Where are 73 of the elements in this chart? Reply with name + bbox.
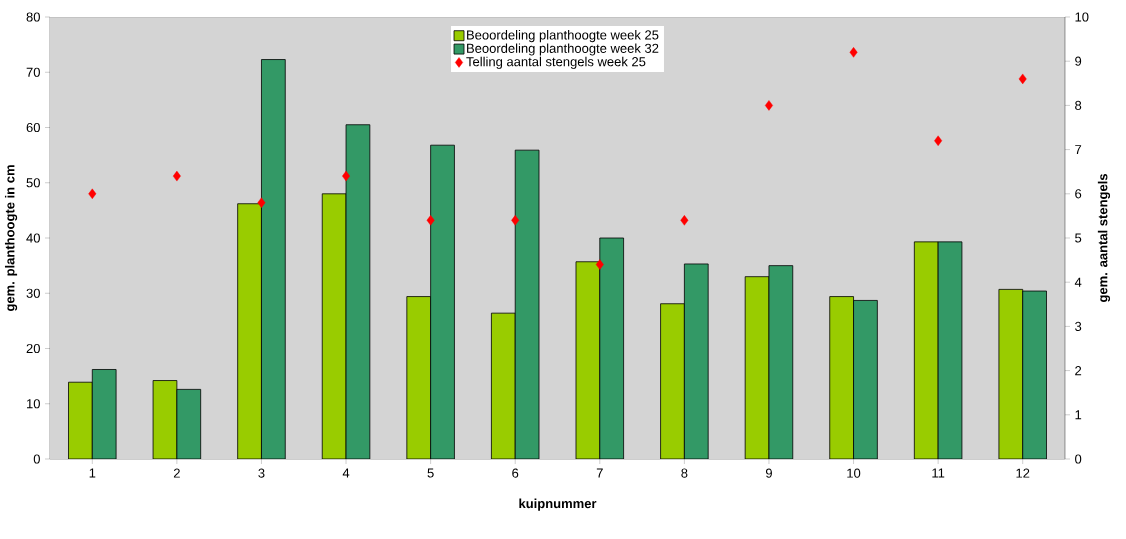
y2-tick-label: 0 — [1075, 454, 1082, 464]
point — [511, 215, 520, 226]
y-tick-label: 10 — [26, 399, 40, 409]
bar — [345, 124, 371, 459]
bar — [599, 237, 624, 459]
point — [595, 259, 604, 270]
bar — [491, 312, 516, 459]
x-tick-label: 5 — [427, 468, 434, 478]
legend-label: Beoordeling planthoogte week 32 — [467, 43, 659, 56]
bar — [68, 381, 93, 459]
x-tick-label: 7 — [596, 468, 603, 478]
y-tick-label: 80 — [26, 12, 40, 22]
y2-axis-title: gem. aantal stengels — [1097, 173, 1111, 303]
y-tick-label: 20 — [26, 343, 40, 354]
bar — [321, 193, 347, 459]
y-tick-label: 60 — [26, 122, 40, 133]
bar — [913, 241, 939, 459]
x-tick-label: 8 — [681, 468, 688, 478]
bar — [261, 59, 286, 459]
bar — [406, 296, 432, 459]
x-tick-label: 4 — [342, 468, 350, 478]
point — [426, 215, 435, 226]
legend-label: Beoordeling planthoogte week 25 — [467, 30, 659, 43]
bar — [660, 303, 685, 459]
x-axis-title: kuipnummer — [519, 498, 597, 511]
y2-tick-label: 1 — [1075, 410, 1082, 420]
y2-tick-label: 4 — [1074, 277, 1082, 287]
bar — [430, 144, 455, 459]
x-tick-label: 9 — [765, 468, 772, 478]
point — [1018, 73, 1027, 85]
x-tick-label: 12 — [1016, 468, 1030, 478]
bar — [937, 241, 963, 459]
y2-tick-label: 2 — [1075, 366, 1082, 376]
bar — [829, 296, 854, 459]
bar — [768, 265, 794, 459]
y2-tick-label: 8 — [1075, 100, 1082, 110]
x-tick-label: 3 — [258, 468, 265, 478]
y-tick-label: 0 — [33, 454, 40, 464]
point — [172, 170, 181, 182]
y2-tick-label: 6 — [1075, 189, 1082, 199]
bar — [998, 288, 1024, 459]
y-tick-label: 30 — [26, 288, 40, 298]
point — [765, 100, 773, 111]
y2-tick-label: 3 — [1075, 321, 1082, 331]
bar — [1022, 290, 1047, 459]
bar — [744, 276, 770, 459]
y-tick-label: 40 — [26, 233, 40, 243]
y-axis-title: gem. planthoogte in cm — [4, 165, 18, 312]
y2-tick-label: 9 — [1075, 56, 1082, 66]
bar — [575, 261, 601, 459]
bar — [853, 300, 878, 459]
point — [680, 215, 689, 226]
y-tick-label: 50 — [26, 178, 40, 188]
point — [934, 135, 943, 146]
bar — [176, 388, 202, 459]
x-tick-label: 10 — [847, 468, 861, 478]
point — [849, 47, 858, 58]
y2-tick-label: 7 — [1075, 145, 1082, 155]
x-tick-label: 2 — [173, 468, 180, 478]
y-tick-label: 70 — [26, 67, 40, 77]
bar — [514, 149, 540, 459]
x-tick-label: 11 — [932, 468, 945, 478]
y2-tick-label: 5 — [1075, 233, 1082, 243]
bar — [152, 380, 178, 459]
bar — [683, 263, 709, 459]
point — [257, 197, 266, 208]
point — [88, 188, 97, 199]
bar — [237, 203, 262, 459]
x-tick-label: 1 — [89, 468, 96, 478]
x-tick-label: 6 — [512, 468, 519, 478]
bar — [91, 369, 117, 459]
legend-label: Telling aantal stengels week 25 — [466, 56, 646, 69]
y2-tick-label: 10 — [1075, 12, 1089, 22]
